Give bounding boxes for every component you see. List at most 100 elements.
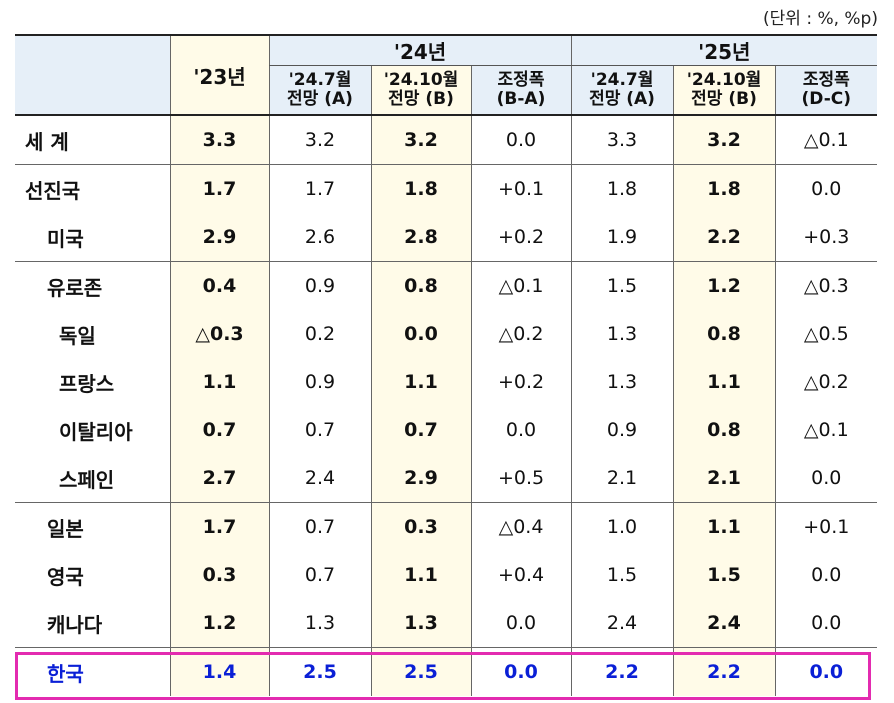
- cell-value: 0.9: [570, 406, 674, 454]
- cell-value: 0.0: [774, 647, 878, 696]
- cell-value: 2.5: [268, 647, 371, 696]
- header-24-oct: '24.10월 전망 (B): [370, 65, 471, 116]
- table-row: 미국 2.9 2.6 2.8 +0.2 1.9 2.2 +0.3: [15, 213, 878, 262]
- table-row: 일본 1.7 0.7 0.3 △0.4 1.0 1.1 +0.1: [15, 502, 878, 551]
- cell-value: △0.2: [774, 358, 878, 406]
- cell-value: 3.2: [268, 115, 371, 165]
- table-row: 영국 0.3 0.7 1.1 +0.4 1.5 1.5 0.0: [15, 551, 878, 599]
- cell-value: △0.1: [470, 261, 572, 310]
- table-row: 한국 1.4 2.5 2.5 0.0 2.2 2.2 0.0: [15, 647, 878, 696]
- cell-value: △0.4: [470, 502, 572, 551]
- cell-value: △0.2: [470, 310, 572, 358]
- cell-value: 0.0: [470, 115, 572, 165]
- cell-value: 0.7: [169, 406, 269, 454]
- cell-value: 2.8: [370, 213, 471, 262]
- row-label: 영국: [47, 564, 84, 589]
- row-label: 이탈리아: [59, 419, 133, 444]
- cell-value: 1.5: [570, 261, 674, 310]
- cell-value: 1.9: [570, 213, 674, 262]
- cell-value: +0.2: [470, 358, 572, 406]
- cell-value: 0.0: [774, 599, 878, 648]
- cell-value: 0.4: [169, 261, 269, 310]
- row-label: 선진국: [15, 164, 170, 213]
- cell-value: 2.4: [672, 599, 776, 648]
- cell-value: 2.4: [570, 599, 674, 648]
- cell-value: 0.0: [774, 454, 878, 503]
- cell-value: 1.8: [570, 164, 674, 213]
- table-row: 선진국 1.7 1.7 1.8 +0.1 1.8 1.8 0.0: [15, 164, 878, 213]
- cell-value: 0.7: [370, 406, 471, 454]
- cell-value: △0.1: [774, 406, 878, 454]
- cell-value: 3.2: [370, 115, 471, 165]
- gdp-forecast-table: '23년 '24년 '25년 '24.7월 전망 (A) '24.10월 전망 (B…: [15, 34, 878, 696]
- cell-value: 2.9: [169, 213, 269, 262]
- cell-value: +0.3: [774, 213, 878, 262]
- cell-value: 3.3: [570, 115, 674, 165]
- cell-value: 1.5: [570, 551, 674, 599]
- table-row: 독일 △0.3 0.2 0.0 △0.2 1.3 0.8 △0.5: [15, 310, 878, 358]
- cell-value: △0.3: [169, 310, 269, 358]
- cell-value: 1.0: [570, 502, 674, 551]
- cell-value: 2.2: [672, 213, 776, 262]
- cell-value: 0.0: [470, 406, 572, 454]
- table-row: 스페인 2.7 2.4 2.9 +0.5 2.1 2.1 0.0: [15, 454, 878, 503]
- header-blank: [15, 35, 170, 116]
- cell-value: 0.9: [268, 358, 371, 406]
- cell-value: +0.4: [470, 551, 572, 599]
- cell-value: 0.0: [370, 310, 471, 358]
- table-row: 프랑스 1.1 0.9 1.1 +0.2 1.3 1.1 △0.2: [15, 358, 878, 406]
- cell-value: 0.0: [470, 647, 572, 696]
- cell-value: +0.1: [774, 502, 878, 551]
- header-25-jul: '24.7월 전망 (A): [570, 65, 674, 116]
- row-label: 유로존: [15, 261, 170, 310]
- cell-value: 0.7: [268, 551, 371, 599]
- cell-value: 1.4: [169, 647, 269, 696]
- cell-value: 1.7: [169, 164, 269, 213]
- header-25-oct: '24.10월 전망 (B): [672, 65, 776, 116]
- cell-value: 1.3: [268, 599, 371, 648]
- cell-value: +0.2: [470, 213, 572, 262]
- cell-value: 0.0: [774, 551, 878, 599]
- row-label: 미국: [47, 226, 84, 251]
- cell-value: 1.1: [672, 358, 776, 406]
- cell-value: 2.2: [570, 647, 674, 696]
- row-label: 세 계: [15, 115, 170, 165]
- cell-value: 0.7: [268, 406, 371, 454]
- header-24-adj: 조정폭 (B-A): [470, 65, 572, 116]
- cell-value: 2.5: [370, 647, 471, 696]
- cell-value: 1.1: [169, 358, 269, 406]
- table-row: 캐나다 1.2 1.3 1.3 0.0 2.4 2.4 0.0: [15, 599, 878, 648]
- cell-value: 1.1: [672, 502, 776, 551]
- cell-value: 2.4: [268, 454, 371, 503]
- cell-value: 1.1: [370, 358, 471, 406]
- unit-note: (단위 : %, %p): [763, 9, 878, 29]
- cell-value: 0.3: [370, 502, 471, 551]
- header-25-adj: 조정폭 (D-C): [774, 65, 878, 116]
- cell-value: 1.7: [169, 502, 269, 551]
- row-label: 독일: [59, 323, 96, 348]
- header-2025: '25년: [570, 35, 878, 66]
- cell-value: △0.3: [774, 261, 878, 310]
- cell-value: 0.2: [268, 310, 371, 358]
- cell-value: 1.5: [672, 551, 776, 599]
- cell-value: 2.1: [570, 454, 674, 503]
- cell-value: 2.1: [672, 454, 776, 503]
- cell-value: 2.2: [672, 647, 776, 696]
- cell-value: 0.0: [470, 599, 572, 648]
- cell-value: 1.2: [169, 599, 269, 648]
- cell-value: 0.8: [672, 406, 776, 454]
- cell-value: 1.3: [570, 358, 674, 406]
- header-2024: '24년: [268, 35, 572, 66]
- row-label: 한국: [15, 647, 170, 696]
- cell-value: 0.8: [370, 261, 471, 310]
- row-label: 캐나다: [47, 612, 103, 637]
- cell-value: 1.8: [672, 164, 776, 213]
- cell-value: +0.5: [470, 454, 572, 503]
- cell-value: 3.2: [672, 115, 776, 165]
- cell-value: 0.8: [672, 310, 776, 358]
- cell-value: 0.7: [268, 502, 371, 551]
- cell-value: 1.3: [570, 310, 674, 358]
- cell-value: 1.2: [672, 261, 776, 310]
- cell-value: 2.6: [268, 213, 371, 262]
- cell-value: +0.1: [470, 164, 572, 213]
